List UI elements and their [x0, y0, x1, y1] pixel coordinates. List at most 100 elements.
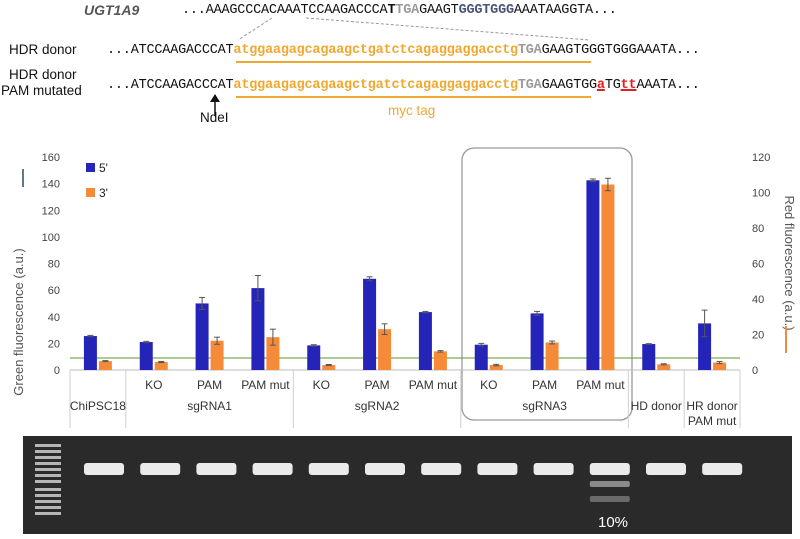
ndei-label: NdeI [200, 110, 229, 125]
category-label: KO [480, 378, 497, 392]
pam-mutation-2: tt [620, 78, 637, 93]
category-label: PAM [532, 378, 557, 392]
ladder-band [35, 450, 61, 453]
bar-5prime [139, 342, 153, 370]
bar-3prime [545, 342, 559, 370]
wildtype-sequence: ...AAAGCCCACAAATCCAAGACCCATTGAGAAGTGGGTG… [182, 3, 617, 18]
group-label: ChiPSC18 [70, 399, 126, 413]
bar-5prime [83, 336, 97, 370]
ladder-band [35, 494, 61, 497]
bar-5prime [530, 313, 544, 370]
gel-band [589, 463, 630, 475]
bar-3prime [601, 184, 615, 370]
group-label: sgRNA1 [187, 399, 232, 413]
pam-prefix: ...ATCCAAGACCCAT [107, 78, 234, 93]
pam-donor-label-2: PAM mutated [1, 83, 82, 98]
y-left-tick-label: 160 [42, 152, 60, 164]
y-right-tick-label: 120 [752, 152, 770, 164]
gel-band [84, 463, 124, 475]
ladder-band [35, 480, 61, 483]
ladder-band [35, 512, 61, 515]
bar-3prime [210, 340, 224, 370]
bar-3prime [322, 365, 336, 370]
gel-band [252, 463, 293, 475]
legend-swatch [86, 188, 95, 197]
pam-mutation-1: a [596, 78, 605, 93]
pam-myc-sequence: atggaagagcagaagctgatctcagaggaggacctg [233, 78, 518, 93]
gel-band [646, 463, 686, 475]
ladder-band [35, 444, 61, 447]
y-left-tick-label: 40 [48, 312, 60, 324]
gel-band [196, 463, 237, 475]
bar-3prime [489, 365, 503, 370]
wt-pam-region: GGGTGGG [458, 3, 515, 18]
y-left-tick-label: 20 [48, 338, 60, 350]
connector-right [305, 17, 591, 41]
bar-3prime [98, 361, 112, 370]
gel-image [23, 436, 792, 534]
ladder-band [35, 500, 61, 503]
hdr-donor-sequence: ...ATCCAAGACCCATatggaagagcagaagctgatctca… [107, 43, 700, 58]
bar-3prime [266, 337, 280, 370]
y-left-tick-label: 140 [42, 179, 60, 191]
hdr-prefix: ...ATCCAAGACCCAT [107, 43, 234, 58]
wt-mid: GAAGT [419, 3, 459, 18]
category-label: KO [313, 378, 330, 392]
y-left-label: Green fluorescence (a.u.) [11, 248, 26, 395]
gel-band [477, 463, 518, 475]
category-label: PAM mut [409, 378, 458, 392]
group-label: HD donor [631, 399, 682, 413]
group-label: sgRNA2 [355, 399, 400, 413]
gel-band-cleaved [589, 481, 630, 487]
myc-tag-label: myc tag [388, 103, 436, 118]
group-label: HR donor [686, 399, 737, 413]
y-right-label: Red fluorescence (a.u.) [782, 195, 797, 330]
gel-band [421, 463, 462, 475]
legend-label: 3' [99, 186, 108, 200]
group-label: sgRNA3 [522, 399, 567, 413]
pam-seg-2: TG [604, 78, 621, 93]
bar-3prime [433, 351, 447, 370]
ladder-band [35, 488, 61, 491]
category-label: PAM [365, 378, 390, 392]
y-left-tick-label: 0 [54, 365, 60, 377]
y-right-tick-label: 60 [752, 259, 764, 271]
ladder-band [35, 468, 61, 471]
ladder-band [35, 506, 61, 509]
bar-5prime [418, 312, 432, 370]
pam-donor-label-1: HDR donor [9, 67, 77, 82]
pam-seg-1: GAAGTGG [541, 78, 598, 93]
wt-stop-codon: TGA [395, 3, 420, 18]
bar-5prime [363, 278, 377, 370]
bar-5prime [474, 344, 488, 370]
ladder-band [35, 462, 61, 465]
y-left-tick-label: 120 [42, 205, 60, 217]
legend-swatch [86, 163, 95, 172]
sgrna3-highlight-box [461, 147, 633, 421]
bar-3prime [713, 362, 727, 370]
category-label: PAM [197, 378, 222, 392]
ndei-arrow-icon [210, 94, 220, 116]
gene-name: UGT1A9 [84, 2, 140, 18]
hdr-suffix: GAAGTGGGTGGGAAATA... [541, 43, 700, 58]
y-left-tick-label: 80 [48, 259, 60, 271]
gel-band [365, 463, 405, 475]
y-left-tick-label: 100 [42, 232, 60, 244]
gel-band [702, 463, 743, 475]
legend-label: 5' [99, 161, 108, 175]
fluorescence-chart: 0 20 40 60 80 100 120 140 160 0 20 40 60 80 100 120 Gree… [11, 147, 797, 428]
bar-3prime [378, 329, 392, 370]
bar-5prime [195, 303, 209, 370]
group-label-cont: PAM mut [688, 414, 737, 428]
y-right-tick-label: 0 [752, 365, 758, 377]
myc-underline-2 [236, 96, 591, 98]
hdr-stop-codon: TGA [517, 43, 542, 58]
y-right-tick-label: 20 [752, 330, 764, 342]
gel-band [533, 463, 574, 475]
bar-5prime [698, 323, 712, 370]
category-label: PAM mut [576, 378, 625, 392]
bar-3prime [657, 364, 671, 370]
y-right-tick-label: 40 [752, 294, 764, 306]
y-right-tick-label: 80 [752, 223, 764, 235]
pam-seg-3: AAATA... [636, 78, 700, 93]
